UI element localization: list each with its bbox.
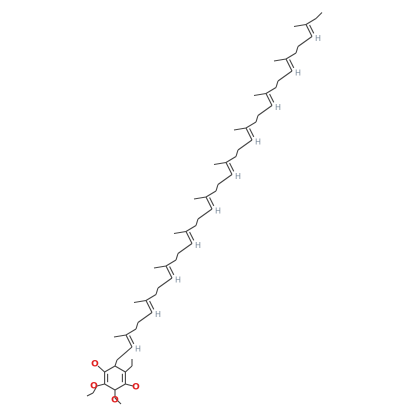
bond: [135, 322, 139, 330]
bond: [229, 162, 235, 172]
bond: [114, 365, 126, 373]
bond: [185, 225, 197, 232]
oxygen-label: O: [90, 382, 98, 392]
bond: [92, 385, 98, 394]
bond: [165, 259, 177, 267]
bond: [114, 383, 126, 391]
hydrogen-label: H: [315, 34, 321, 43]
hydrogen-label: H: [135, 345, 141, 354]
bond: [253, 92, 267, 97]
bond: [289, 59, 295, 69]
bond: [96, 383, 105, 387]
bond: [309, 24, 315, 34]
atom-labels: O O O O H H H H H H H H H H: [90, 34, 321, 406]
bond: [225, 162, 233, 175]
bond: [116, 346, 133, 361]
bond: [145, 294, 157, 301]
bond: [285, 52, 297, 60]
oxygen-label: O: [132, 383, 140, 393]
bond: [114, 359, 118, 367]
bond: [285, 58, 293, 72]
bond: [169, 266, 175, 276]
bond: [235, 149, 239, 157]
bond: [297, 36, 313, 47]
bond: [125, 383, 134, 387]
bond: [125, 334, 133, 348]
bond: [104, 365, 116, 373]
hydrogen-label: H: [175, 276, 181, 285]
bond: [205, 196, 213, 210]
bond: [173, 230, 187, 235]
bond: [215, 184, 219, 192]
oxygen-label: O: [91, 360, 99, 370]
oxygen-label: O: [111, 396, 119, 406]
bond: [175, 253, 179, 261]
bond: [153, 265, 167, 269]
bond: [137, 312, 153, 323]
hydrogen-label: H: [275, 103, 281, 112]
bond: [155, 287, 159, 295]
bond: [125, 328, 137, 336]
bond: [225, 156, 237, 163]
bond: [125, 365, 133, 373]
bond: [205, 190, 217, 198]
bond: [315, 12, 323, 19]
bond: [104, 383, 116, 391]
bond: [255, 115, 259, 123]
bond: [265, 93, 273, 106]
bond: [293, 23, 307, 28]
bonds: [86, 12, 323, 405]
hydrogen-label: H: [215, 207, 221, 216]
bond: [145, 300, 153, 313]
bond: [157, 277, 173, 289]
bond: [273, 58, 287, 62]
bond: [277, 70, 293, 82]
bond: [209, 197, 215, 207]
bond: [233, 127, 247, 131]
bond: [165, 265, 173, 279]
bond: [217, 174, 233, 185]
bond: [97, 365, 105, 373]
bond: [177, 243, 193, 254]
hydrogen-label: H: [155, 310, 161, 319]
bond: [237, 139, 253, 151]
hydrogen-label: H: [235, 172, 241, 181]
bond: [193, 196, 207, 200]
hydrogen-label: H: [295, 69, 301, 78]
bond: [275, 80, 279, 88]
bond: [129, 335, 135, 345]
bond: [149, 300, 155, 310]
bond: [213, 161, 227, 166]
bond: [185, 231, 193, 244]
bond: [249, 128, 255, 138]
bond: [245, 127, 253, 141]
bond: [197, 208, 213, 220]
bond: [195, 218, 199, 226]
bond: [245, 121, 257, 129]
bond: [257, 105, 273, 116]
hydrogen-label: H: [195, 241, 201, 250]
bond: [305, 18, 317, 25]
bond: [86, 392, 94, 397]
bond: [189, 231, 195, 241]
bond: [113, 334, 127, 338]
bond: [305, 24, 313, 37]
bond: [269, 93, 275, 103]
bond: [133, 299, 147, 304]
bond: [295, 46, 299, 54]
bond: [265, 87, 277, 94]
hydrogen-label: H: [255, 138, 261, 147]
bond: [114, 397, 122, 405]
